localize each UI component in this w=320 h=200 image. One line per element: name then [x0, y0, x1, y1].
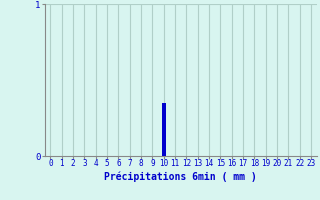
X-axis label: Précipitations 6min ( mm ): Précipitations 6min ( mm )	[104, 172, 257, 182]
Bar	[162, 103, 166, 156]
